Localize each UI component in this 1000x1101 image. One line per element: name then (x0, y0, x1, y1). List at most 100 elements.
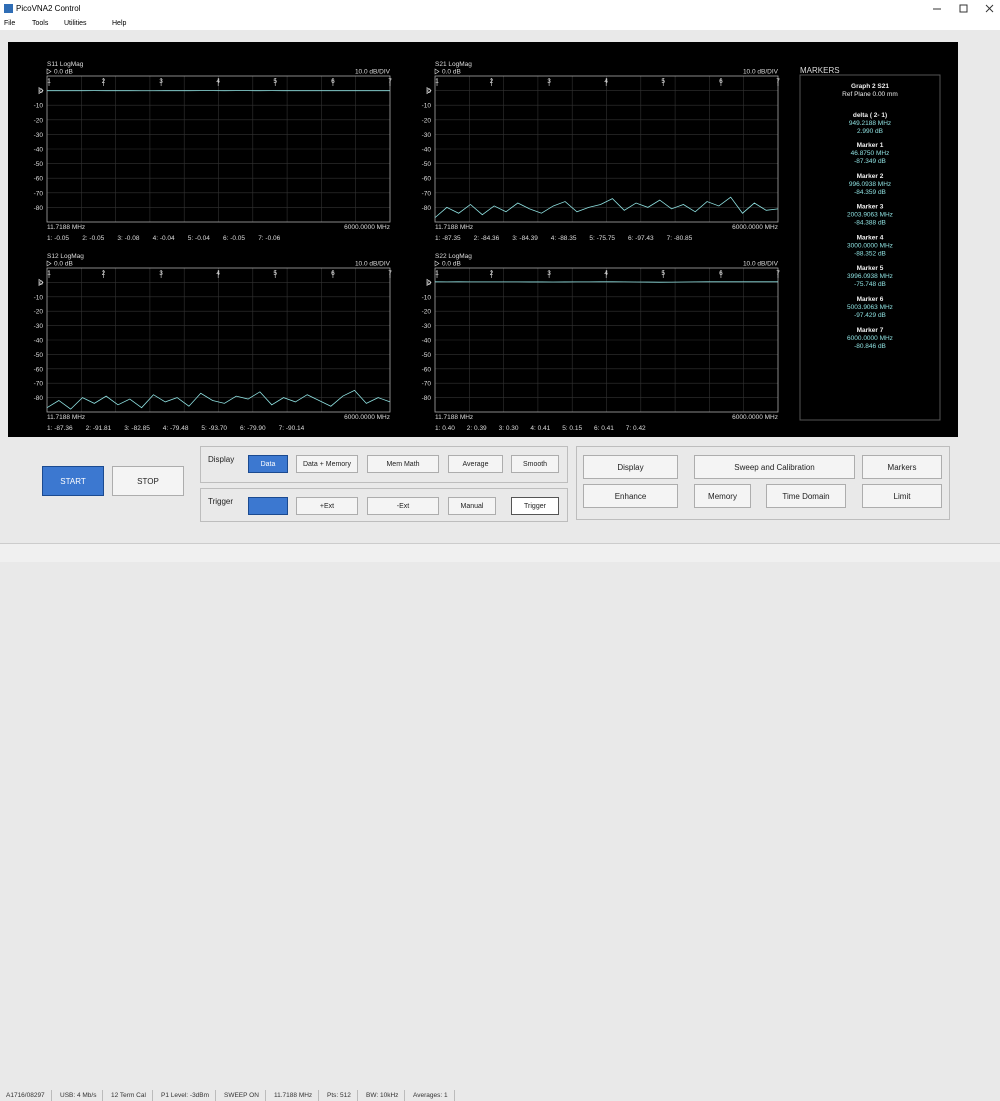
marker-readout: 1: 0.40 (435, 425, 455, 432)
marker-text: 2.990 dB (857, 128, 883, 135)
y-tick-label: -40 (34, 147, 44, 154)
graph-marker-label: 7 (388, 78, 392, 85)
marker-readout: 2: 0.39 (467, 425, 487, 432)
x-start-label: 11.7188 MHz (47, 224, 85, 231)
x-stop-label: 6000.0000 MHz (344, 414, 390, 421)
panel-button[interactable]: Display (583, 455, 678, 479)
panel-button[interactable]: Sweep and Calibration (694, 455, 855, 479)
y-tick-label: -20 (422, 117, 432, 124)
y-tick-label: -10 (34, 103, 44, 110)
graph-title: S22 LogMag (435, 253, 472, 260)
marker-readout: 2: -91.81 (86, 425, 112, 432)
y-tick-label: -30 (422, 323, 432, 330)
marker-text: 996.0938 MHz (849, 181, 891, 188)
display-button[interactable]: Mem Math (367, 455, 439, 473)
marker-readout: 4: 0.41 (530, 425, 550, 432)
marker-readout: 1: -87.35 (435, 235, 461, 242)
panel-button[interactable]: Enhance (583, 484, 678, 508)
graph-scale: 10.0 dB/DIV (355, 261, 391, 268)
display-button[interactable]: Average (448, 455, 503, 473)
display-button[interactable]: Data (248, 455, 288, 473)
graph-marker-label: 1 (435, 270, 439, 277)
y-tick-label: -60 (422, 366, 432, 373)
y-tick-label: -70 (422, 381, 432, 388)
y-tick-label: -50 (422, 352, 432, 359)
y-tick-label: -40 (34, 338, 44, 345)
y-tick-label: -60 (422, 176, 432, 183)
marker-readout: 6: -97.43 (628, 235, 654, 242)
graph-marker-label: 2 (102, 270, 106, 277)
marker-readout: 5: -75.75 (589, 235, 615, 242)
marker-text: 6000.0000 MHz (847, 335, 893, 342)
status-field: A1716/08297 (0, 1090, 52, 1101)
graph-marker-label: 4 (216, 78, 220, 85)
display-button[interactable]: Smooth (511, 455, 559, 473)
status-field: P1 Level: -3dBm (155, 1090, 216, 1101)
panel-button[interactable]: Limit (862, 484, 942, 508)
marker-text: Graph 2 S21 (851, 83, 889, 90)
marker-readout: 6: -0.05 (223, 235, 245, 242)
marker-text: -84.359 dB (854, 189, 886, 196)
marker-readout: 7: -80.85 (667, 235, 693, 242)
trigger-label: Trigger (208, 497, 233, 506)
y-tick-label: -50 (34, 161, 44, 168)
graph-ref: 0.0 dB (442, 261, 461, 268)
display-button[interactable]: Data + Memory (296, 455, 358, 473)
marker-text: 46.8750 MHz (851, 150, 890, 157)
trigger-button[interactable]: -Ext (367, 497, 439, 515)
y-tick-label: -10 (422, 103, 432, 110)
status-field: SWEEP ON (218, 1090, 266, 1101)
marker-readout: 3: -82.85 (124, 425, 150, 432)
graph-marker-label: 7 (776, 270, 780, 277)
x-stop-label: 6000.0000 MHz (344, 224, 390, 231)
marker-readout: 4: -0.04 (153, 235, 175, 242)
graph-marker-label: 7 (388, 270, 392, 277)
y-tick-label: -10 (34, 294, 44, 301)
trigger-internal-button[interactable] (248, 497, 288, 515)
marker-text: Marker 7 (857, 327, 884, 334)
graph-scale: 10.0 dB/DIV (743, 261, 779, 268)
marker-text: Marker 3 (857, 204, 884, 211)
x-stop-label: 6000.0000 MHz (732, 224, 778, 231)
graph-marker-label: 3 (159, 78, 163, 85)
marker-readout: 7: 0.42 (626, 425, 646, 432)
marker-text: Marker 4 (857, 234, 884, 241)
marker-readout: 2: -0.05 (82, 235, 104, 242)
marker-text: Marker 5 (857, 265, 884, 272)
trigger-button[interactable]: Trigger (511, 497, 559, 515)
panel-button[interactable]: Memory (694, 484, 751, 508)
x-start-label: 11.7188 MHz (435, 414, 473, 421)
marker-readout: 3: 0.30 (499, 425, 519, 432)
graph-ref: 0.0 dB (442, 69, 461, 76)
marker-text: 5003.9063 MHz (847, 304, 893, 311)
y-tick-label: -80 (34, 395, 44, 402)
x-stop-label: 6000.0000 MHz (732, 414, 778, 421)
y-tick-label: -20 (34, 309, 44, 316)
trigger-button[interactable]: Manual (448, 497, 496, 515)
graph-title: S21 LogMag (435, 61, 472, 68)
panel-button[interactable]: Markers (862, 455, 942, 479)
marker-readout: 3: -0.08 (117, 235, 139, 242)
y-tick-label: -60 (34, 176, 44, 183)
graph-scale: 10.0 dB/DIV (743, 69, 779, 76)
graph-marker-label: 5 (273, 270, 277, 277)
y-tick-label: -70 (34, 381, 44, 388)
display-label: Display (208, 455, 234, 464)
marker-text: -80.846 dB (854, 343, 886, 350)
stop-button[interactable]: STOP (112, 466, 184, 496)
panel-button[interactable]: Time Domain (766, 484, 846, 508)
marker-text: Ref Plane 0.00 mm (842, 91, 898, 98)
trigger-button[interactable]: +Ext (296, 497, 358, 515)
y-tick-label: -70 (422, 190, 432, 197)
status-field: Pts: 512 (321, 1090, 358, 1101)
graph-marker-label: 6 (331, 78, 335, 85)
graph-marker-label: 4 (216, 270, 220, 277)
marker-text: 3000.0000 MHz (847, 242, 893, 249)
start-button[interactable]: START (42, 466, 104, 496)
marker-readout: 1: -87.36 (47, 425, 73, 432)
graph-ref: 0.0 dB (54, 69, 73, 76)
marker-text: -88.352 dB (854, 250, 886, 257)
y-tick-label: -70 (34, 190, 44, 197)
marker-text: Marker 2 (857, 173, 884, 180)
